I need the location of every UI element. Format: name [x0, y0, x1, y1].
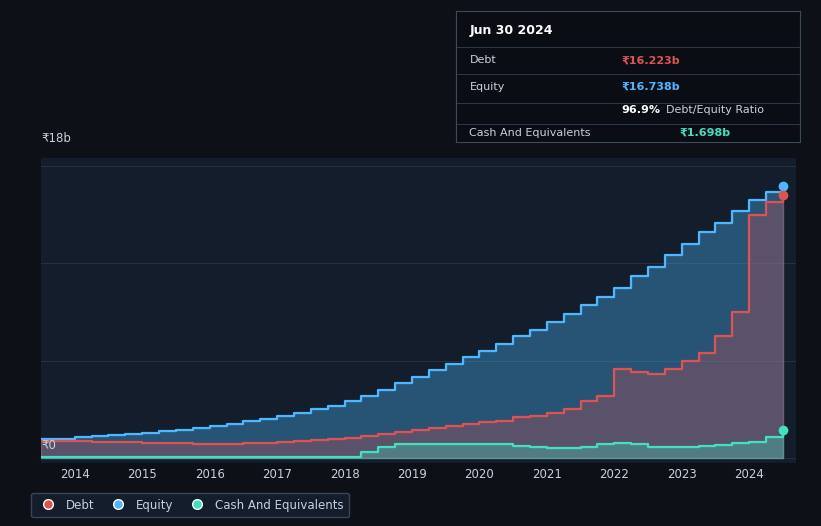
Text: ₹16.223b: ₹16.223b	[621, 55, 680, 65]
Text: Equity: Equity	[470, 82, 505, 92]
Text: Jun 30 2024: Jun 30 2024	[470, 24, 553, 37]
Text: Cash And Equivalents: Cash And Equivalents	[470, 128, 591, 138]
Text: Debt: Debt	[470, 55, 496, 65]
Text: 96.9%: 96.9%	[621, 105, 660, 115]
Text: ₹0: ₹0	[41, 439, 56, 452]
Text: ₹16.738b: ₹16.738b	[621, 82, 680, 92]
Legend: Debt, Equity, Cash And Equivalents: Debt, Equity, Cash And Equivalents	[30, 493, 349, 518]
Text: ₹1.698b: ₹1.698b	[680, 128, 731, 138]
Text: ₹18b: ₹18b	[41, 132, 71, 145]
Text: Debt/Equity Ratio: Debt/Equity Ratio	[666, 105, 764, 115]
